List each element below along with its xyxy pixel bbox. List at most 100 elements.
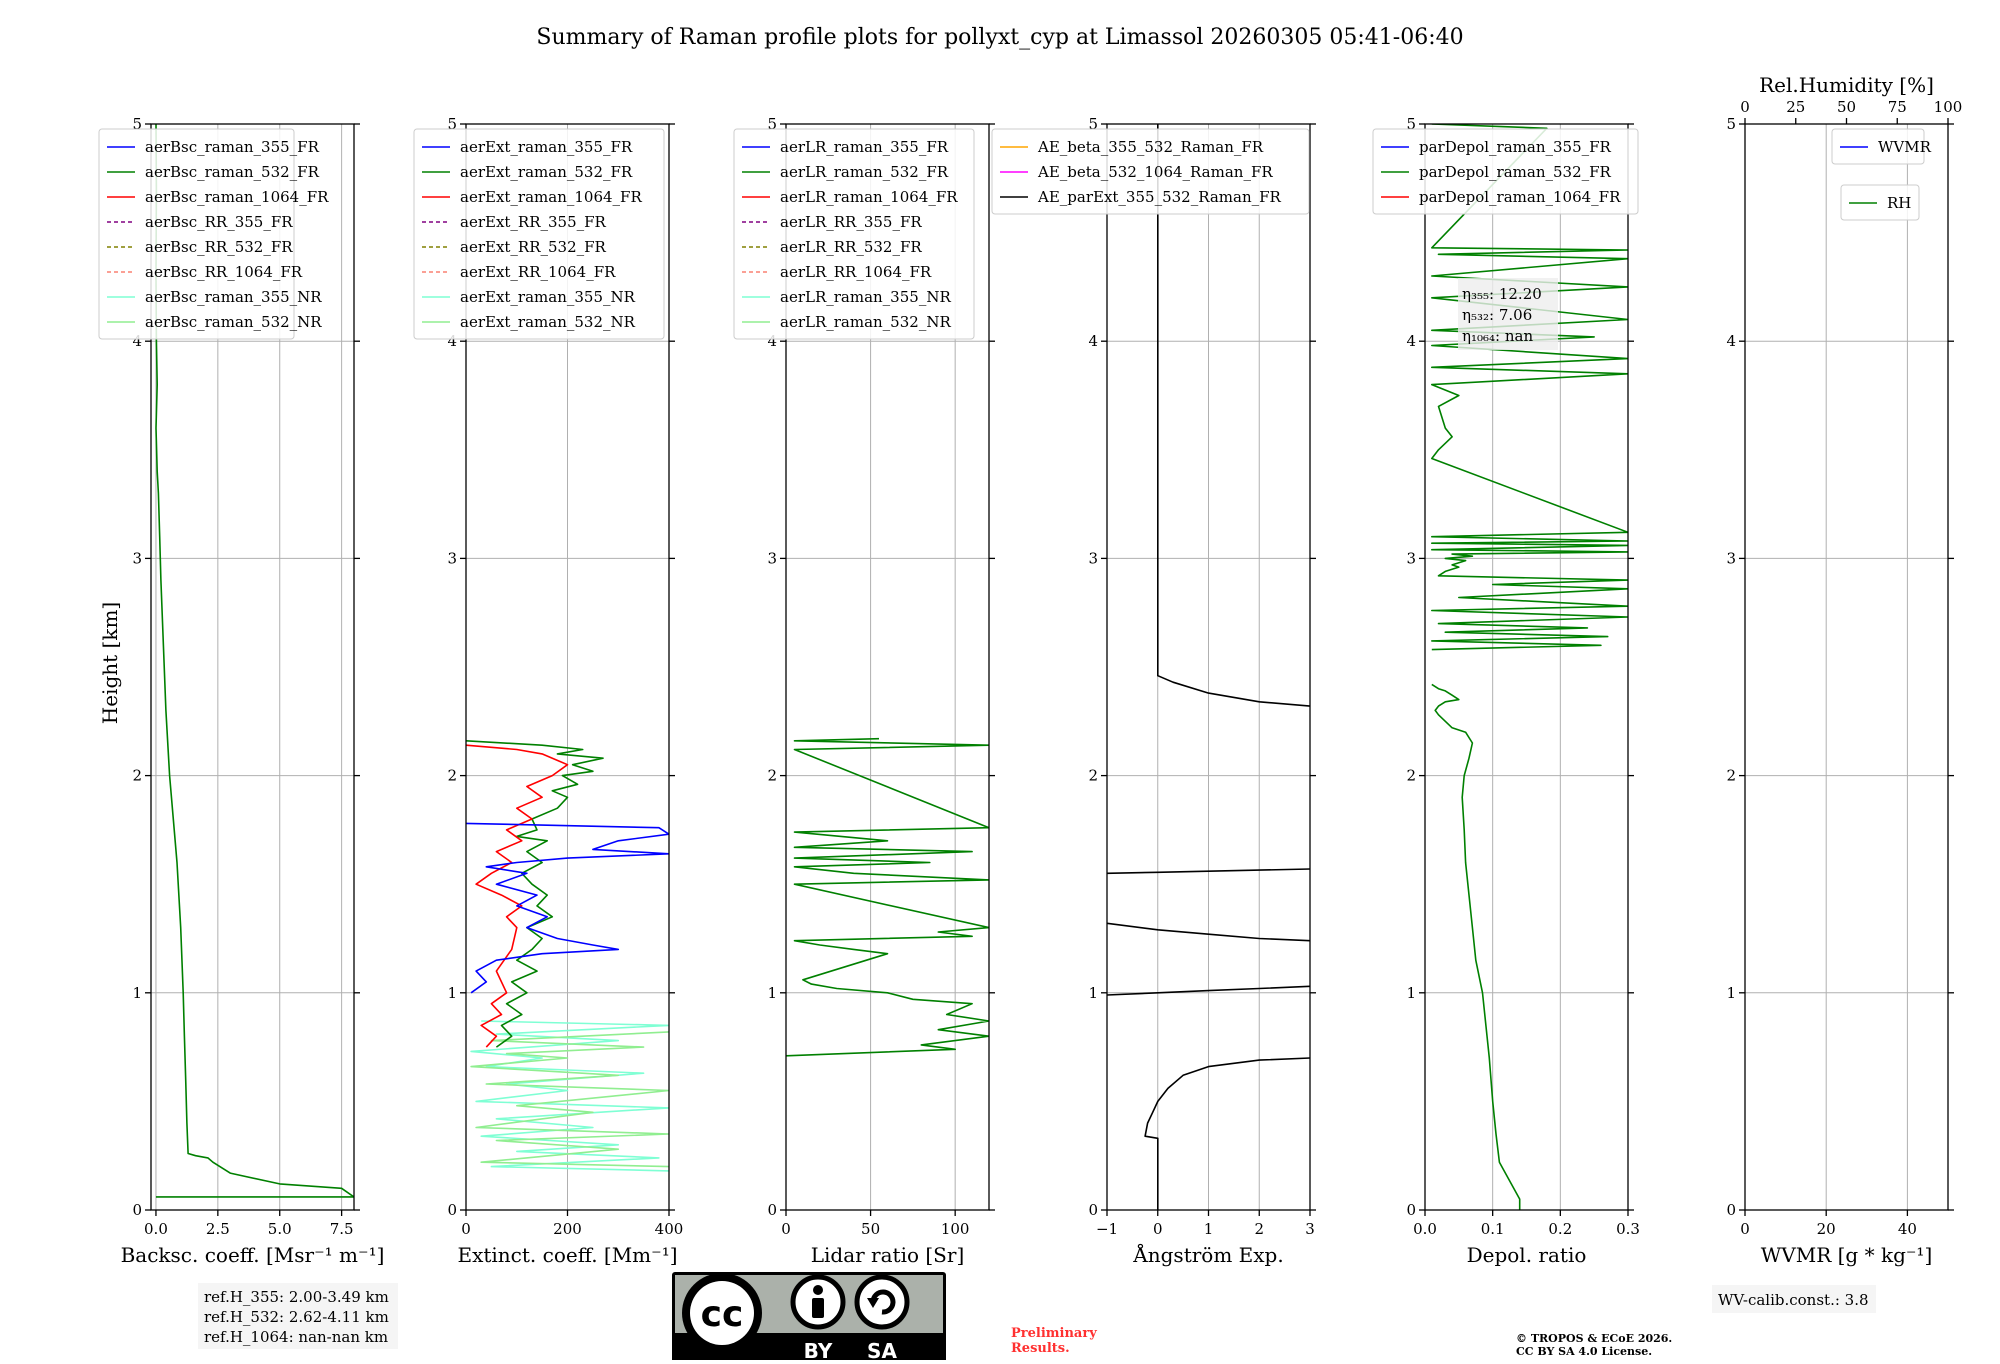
- legend-entry: aerExt_RR_1064_FR: [460, 263, 616, 281]
- depol-calib-line: η₃₅₅: 12.20: [1462, 285, 1542, 303]
- y-tick-label: 2: [767, 767, 777, 785]
- series-group: [155, 124, 354, 1198]
- y-tick-label: 4: [447, 332, 457, 350]
- legend-entry: AE_beta_532_1064_Raman_FR: [1037, 163, 1273, 181]
- ref-height-355: ref.H_355: 2.00-3.49 km: [204, 1288, 389, 1306]
- legend: RH: [1840, 184, 1920, 221]
- top-x-tick-label: 75: [1888, 98, 1907, 116]
- y-tick-label: 5: [132, 115, 142, 133]
- y-tick-label: 0: [447, 1201, 457, 1219]
- panel-depol: 0 1 2 3 4 5 0.0 0.1 0.2 0.3 Depol. ratio parDepol_r…: [1372, 115, 1640, 1267]
- legend: aerExt_raman_355_FR aerExt_raman_532_FRae…: [413, 128, 665, 340]
- y-tick-label: 5: [1406, 115, 1416, 133]
- x-tick-label: 2: [1254, 1220, 1264, 1238]
- legend-entry: aerBsc_raman_355_NR: [145, 288, 322, 306]
- x-tick-label: 0: [1740, 1220, 1750, 1238]
- y-tick-label: 4: [1726, 332, 1736, 350]
- legend: parDepol_raman_355_FR parDepol_raman_532_…: [1372, 128, 1639, 215]
- y-tick-label: 3: [1726, 549, 1736, 567]
- legend-entry: aerLR_raman_355_FR: [780, 138, 949, 156]
- legend: aerLR_raman_355_FR aerLR_raman_532_FR aerL…: [733, 128, 975, 340]
- legend-entry: aerExt_raman_355_NR: [460, 288, 636, 306]
- legend-entry: aerBsc_raman_532_FR: [145, 163, 320, 181]
- legend-entry: AE_parExt_355_532_Raman_FR: [1037, 188, 1282, 206]
- y-tick-label: 3: [447, 549, 457, 567]
- y-tick-label: 1: [447, 984, 457, 1002]
- y-tick-label: 2: [447, 767, 457, 785]
- sa-label: SA: [867, 1339, 897, 1360]
- x-tick-label: 0.0: [144, 1220, 168, 1238]
- y-tick-label: 4: [1406, 332, 1416, 350]
- y-tick-label: 0: [1088, 1201, 1098, 1219]
- depol-calib-annotation: η₃₅₅: 12.20 η₅₃₂: 7.06 η₁₀₆₄: nan: [1458, 278, 1558, 350]
- wv-calib-box: WV-calib.const.: 3.8: [1712, 1285, 1876, 1313]
- x-tick-label: 0.0: [1413, 1220, 1437, 1238]
- legend-entry: AE_beta_355_532_Raman_FR: [1037, 138, 1264, 156]
- series-line: [1107, 868, 1310, 875]
- y-tick-label: 4: [132, 332, 142, 350]
- y-tick-label: 3: [1406, 549, 1416, 567]
- panels: 0 1 2 3 4 5 0.0 2.5 5.0 7.5 Backsc. coeff. [Msr⁻¹ …: [98, 73, 1962, 1267]
- x-axis-label: Backsc. coeff. [Msr⁻¹ m⁻¹]: [121, 1243, 385, 1267]
- y-tick-label: 4: [1088, 332, 1098, 350]
- top-x-tick-label: 50: [1837, 98, 1856, 116]
- x-tick-label: 0.1: [1481, 1220, 1505, 1238]
- x-axis-label: WVMR [g * kg⁻¹]: [1761, 1243, 1933, 1267]
- y-tick-label: 1: [1406, 984, 1416, 1002]
- x-tick-label: 20: [1817, 1220, 1836, 1238]
- x-tick-label: 200: [553, 1220, 582, 1238]
- y-tick-label: 3: [132, 549, 142, 567]
- x-tick-label: 7.5: [330, 1220, 354, 1238]
- y-tick-label: 0: [767, 1201, 777, 1219]
- x-tick-label: 2.5: [206, 1220, 230, 1238]
- legend: aerBsc_raman_355_FR aerBsc_raman_532_FRae…: [98, 128, 329, 340]
- legend-entry: aerBsc_raman_1064_FR: [145, 188, 329, 206]
- legend-entry: aerLR_raman_355_NR: [780, 288, 951, 306]
- legend-entry: parDepol_raman_532_FR: [1419, 163, 1612, 181]
- legend-entry: parDepol_raman_1064_FR: [1419, 188, 1621, 206]
- x-axis-label: Depol. ratio: [1467, 1243, 1587, 1267]
- series-group: [466, 740, 669, 1172]
- x-tick-label: 400: [655, 1220, 684, 1238]
- x-tick-label: 0.3: [1616, 1220, 1640, 1238]
- x-tick-label: 5.0: [268, 1220, 292, 1238]
- series-group: [786, 737, 989, 1057]
- x-tick-label: 40: [1898, 1220, 1917, 1238]
- top-x-axis-label: Rel.Humidity [%]: [1759, 73, 1934, 97]
- legend: WVMR: [1831, 128, 1932, 165]
- x-tick-label: −1: [1096, 1220, 1118, 1238]
- ref-height-1064: ref.H_1064: nan-nan km: [204, 1328, 388, 1346]
- y-tick-label: 2: [1726, 767, 1736, 785]
- legend-entry: parDepol_raman_355_FR: [1419, 138, 1612, 156]
- y-axis-label: Height [km]: [98, 602, 122, 724]
- cc-logo-text: cc: [701, 1294, 744, 1335]
- legend-entry: aerLR_raman_532_NR: [780, 313, 951, 331]
- axes-frame: [785, 123, 990, 1211]
- legend-entry: aerBsc_raman_532_NR: [145, 313, 322, 331]
- y-tick-label: 0: [1406, 1201, 1416, 1219]
- top-x-tick-label: 0: [1740, 98, 1750, 116]
- figure-title: Summary of Raman profile plots for polly…: [536, 25, 1463, 50]
- ref-heights-box: ref.H_355: 2.00-3.49 km ref.H_532: 2.62-…: [198, 1283, 398, 1349]
- y-tick-label: 2: [132, 767, 142, 785]
- y-tick-label: 5: [767, 115, 777, 133]
- legend-entry: aerBsc_RR_532_FR: [145, 238, 293, 256]
- y-tick-label: 0: [132, 1201, 142, 1219]
- wv-calib-text: WV-calib.const.: 3.8: [1718, 1291, 1869, 1309]
- x-tick-label: 0: [461, 1220, 471, 1238]
- copyright-line-2: CC BY SA 4.0 License.: [1516, 1345, 1652, 1358]
- legend-entry: RH: [1887, 194, 1911, 212]
- y-tick-label: 1: [1088, 984, 1098, 1002]
- series-line: [786, 737, 989, 1057]
- depol-calib-line: η₅₃₂: 7.06: [1462, 306, 1532, 324]
- panel-ext: 0 1 2 3 4 5 0 200 400 Extinct. coeff. [Mm⁻¹] aerEx…: [413, 115, 684, 1267]
- y-tick-label: 5: [447, 115, 457, 133]
- axes-frame: [1744, 123, 1949, 1211]
- legend-entry: aerExt_raman_1064_FR: [460, 188, 642, 206]
- legend-entry: aerExt_raman_355_FR: [460, 138, 633, 156]
- legend-entry: aerLR_raman_1064_FR: [780, 188, 958, 206]
- y-tick-label: 1: [767, 984, 777, 1002]
